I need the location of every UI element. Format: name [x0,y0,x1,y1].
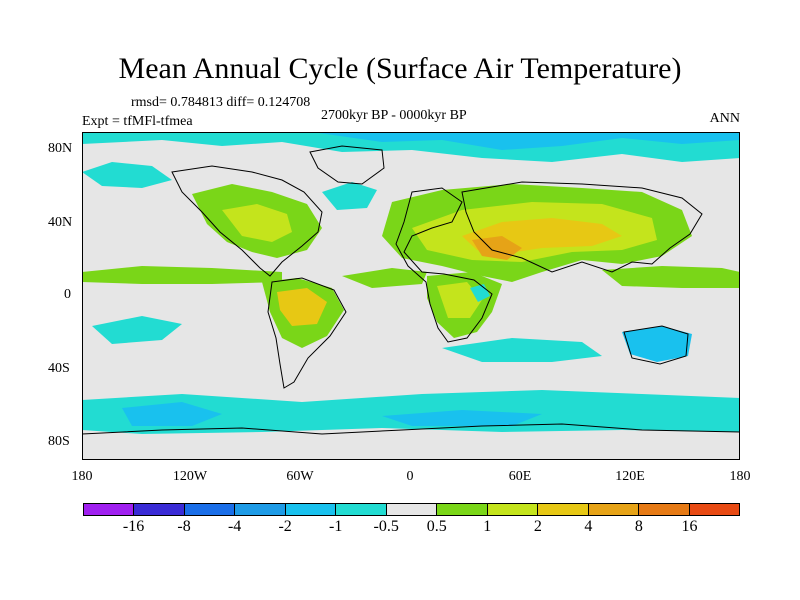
greenland-coast [309,145,385,185]
colorbar-box [689,504,740,515]
colorbar-box [84,504,135,515]
south-america-warm-high [277,288,327,326]
colorbar-label: -8 [177,518,191,535]
colorbar-label: -2 [278,518,292,535]
lon-label-60w: 60W [286,469,314,484]
colorbar-label: 4 [584,518,593,535]
map-panel [82,132,740,460]
north-america-warm-mid [222,204,292,242]
lat-label-80n: 80N [48,141,73,156]
lat-label-80s: 80S [48,434,70,449]
southern-cool-band-deep-2 [382,410,542,426]
tropical-atlantic-warm [342,268,427,288]
period-label: 2700kyr BP - 0000kyr BP [321,108,467,123]
north-atlantic-cool [322,182,377,210]
north-america-coast [171,165,323,277]
europe-africa-coast [395,187,493,343]
lat-label-40n: 40N [48,215,73,230]
colorbar-label: 16 [681,518,698,535]
southern-cool-band-deep [122,402,222,426]
colorbar-box [285,504,337,515]
coastlines [82,145,740,435]
africa-warm-high [437,282,482,318]
colorbar-box [134,504,185,515]
southern-cool-band [82,390,740,434]
tropical-pacific-warm [82,266,282,284]
lat-label-0: 0 [64,287,71,302]
colorbar-box [588,504,640,515]
colorbar-box [487,504,539,515]
lat-label-40s: 40S [48,361,70,376]
south-pacific-cool [92,316,182,344]
colorbar-label: -0.5 [373,518,399,535]
rmsd-stats: rmsd= 0.784813 diff= 0.124708 [131,95,311,110]
season-label: ANN [709,111,740,126]
colorbar-box [639,504,690,515]
indo-pacific-warm [602,266,740,288]
australia-coast [623,325,689,365]
colorbar-label: -16 [122,518,145,535]
north-pacific-cool [82,162,172,188]
lon-label-120e: 120E [615,469,645,484]
colorbar-box [336,504,387,515]
experiment-label: Expt = tfMFl-tfmea [82,114,193,129]
colorbar-label: 1 [483,518,492,535]
asia-coast [461,181,703,273]
colorbar-label: 8 [634,518,643,535]
colorbar-label: 2 [533,518,542,535]
colorbar-box [184,504,236,515]
temperature-anomaly-map [82,132,740,435]
colorbar-label: 0.5 [426,518,447,535]
south-indian-cool [442,338,602,362]
antarctica-coast [82,423,740,435]
lon-label-120w: 120W [172,469,208,484]
colorbar-box [235,504,286,515]
colorbar-box [538,504,589,515]
colorbar [83,503,740,516]
lon-label-180w: 180 [71,469,93,484]
lon-label-0: 0 [406,469,414,484]
colorbar-box [386,504,438,515]
arctic-cool-band-deep [312,132,740,150]
australia-cool [622,326,692,362]
chart-title: Mean Annual Cycle (Surface Air Temperatu… [118,52,682,85]
lon-label-60e: 60E [508,469,532,484]
colorbar-label: -1 [329,518,343,535]
colorbar-box [437,504,488,515]
colorbar-label: -4 [227,518,242,535]
south-america-coast [267,277,347,389]
lon-label-180e: 180 [729,469,751,484]
